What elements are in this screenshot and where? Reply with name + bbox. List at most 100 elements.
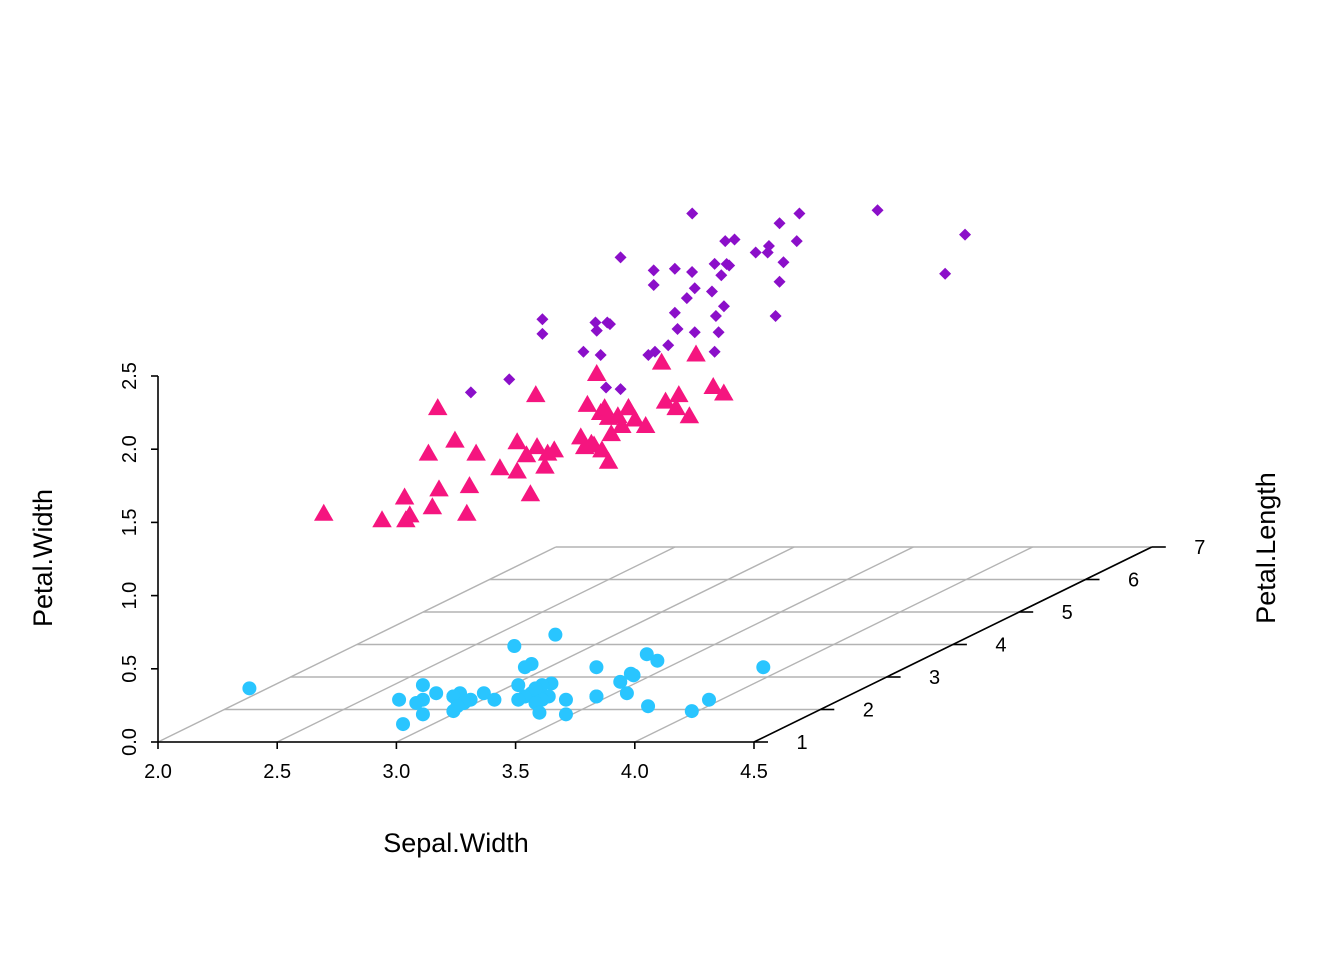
data-point-triangle [457, 503, 477, 521]
data-point-circle [528, 681, 543, 696]
x-axis-title: Sepal.Width [383, 828, 529, 858]
data-point-triangle [459, 476, 480, 494]
data-point-triangle [703, 376, 723, 394]
data-point-diamond [773, 275, 786, 288]
data-point-circle [517, 660, 532, 675]
data-point-circle [684, 704, 699, 719]
data-point-diamond [688, 326, 701, 339]
x-tick-label: 4.5 [740, 761, 768, 783]
data-point-diamond [589, 316, 602, 329]
data-point-circle [558, 707, 573, 722]
data-point-triangle [526, 385, 546, 403]
data-point-diamond [614, 383, 627, 396]
data-point-circle [756, 660, 771, 675]
data-point-circle [476, 686, 491, 701]
data-point-circle [613, 674, 628, 689]
z-axis-title: Petal.Width [28, 489, 58, 627]
data-point-diamond [705, 285, 718, 298]
data-point-triangle [372, 510, 392, 528]
data-point-circle [511, 692, 526, 707]
data-point-triangle [577, 394, 598, 412]
data-point-diamond [536, 313, 549, 326]
data-point-triangle [669, 385, 689, 403]
data-point-circle [589, 689, 604, 704]
data-point-triangle [635, 416, 656, 433]
data-point-triangle [651, 352, 672, 370]
data-point-circle [507, 639, 522, 654]
data-point-diamond [939, 267, 952, 280]
data-point-circle [589, 660, 604, 675]
data-point-triangle [598, 451, 619, 469]
data-point-diamond [728, 233, 741, 246]
data-point-diamond [668, 306, 681, 319]
data-point-triangle [594, 398, 615, 416]
y-tick-label: 1 [796, 732, 807, 754]
data-point-circle [511, 678, 526, 693]
z-tick-label: 1.0 [119, 582, 141, 610]
data-point-diamond [590, 324, 603, 337]
data-point-diamond [723, 259, 736, 272]
y-axis-title: Petal.Length [1251, 472, 1281, 624]
x-tick-label: 4.0 [621, 761, 649, 783]
data-point-diamond [769, 309, 782, 322]
data-point-circle [650, 653, 665, 668]
data-point-triangle [598, 407, 619, 425]
data-point-diamond [790, 235, 803, 248]
y-tick-label: 4 [995, 635, 1006, 657]
data-point-circle [450, 699, 465, 714]
x-tick-label: 3.5 [502, 761, 530, 783]
data-point-triangle [314, 503, 334, 521]
data-point-triangle [507, 432, 527, 450]
data-point-diamond [871, 204, 884, 217]
data-point-triangle [679, 406, 700, 424]
data-point-diamond [647, 264, 660, 277]
z-tick-label: 0.5 [119, 655, 141, 683]
data-point-circle [623, 666, 638, 681]
data-point-triangle [527, 437, 547, 455]
data-point-triangle [618, 398, 639, 416]
data-point-triangle [427, 398, 448, 416]
data-point-circle [702, 692, 716, 707]
data-point-diamond [793, 207, 806, 220]
y-tick-label: 7 [1194, 537, 1205, 559]
data-point-circle [487, 692, 502, 707]
data-point-circle [532, 705, 547, 720]
data-point-diamond [686, 207, 699, 220]
data-point-triangle [490, 458, 510, 476]
y-tick-label: 3 [929, 667, 940, 689]
data-point-circle [641, 699, 656, 714]
data-point-triangle [422, 497, 443, 515]
data-points [242, 204, 972, 732]
data-point-diamond [647, 279, 660, 292]
y-tick-label: 2 [863, 700, 874, 722]
data-point-diamond [614, 251, 627, 264]
data-point-triangle [520, 484, 541, 502]
data-point-diamond [773, 217, 786, 230]
data-point-triangle [625, 409, 645, 427]
y-tick-label: 5 [1062, 602, 1073, 624]
data-point-diamond [719, 235, 732, 248]
data-point-diamond [717, 300, 730, 313]
data-point-triangle [535, 456, 555, 474]
data-point-circle [548, 627, 563, 642]
data-point-triangle [400, 505, 420, 523]
data-point-triangle [445, 430, 465, 448]
data-point-circle [429, 686, 444, 701]
data-point-diamond [708, 345, 721, 358]
data-point-circle [392, 692, 407, 707]
data-point-diamond [503, 373, 516, 386]
x-tick-label: 3.0 [382, 761, 410, 783]
y-tick-label: 6 [1128, 570, 1139, 592]
data-point-triangle [686, 344, 706, 362]
data-point-triangle [516, 445, 537, 463]
z-tick-label: 1.5 [119, 508, 141, 536]
data-point-diamond [680, 292, 693, 305]
data-point-circle [396, 717, 411, 732]
data-point-diamond [749, 246, 762, 259]
data-point-triangle [574, 437, 595, 455]
data-point-diamond [762, 240, 775, 253]
data-point-diamond [662, 339, 675, 352]
data-point-triangle [418, 443, 439, 461]
